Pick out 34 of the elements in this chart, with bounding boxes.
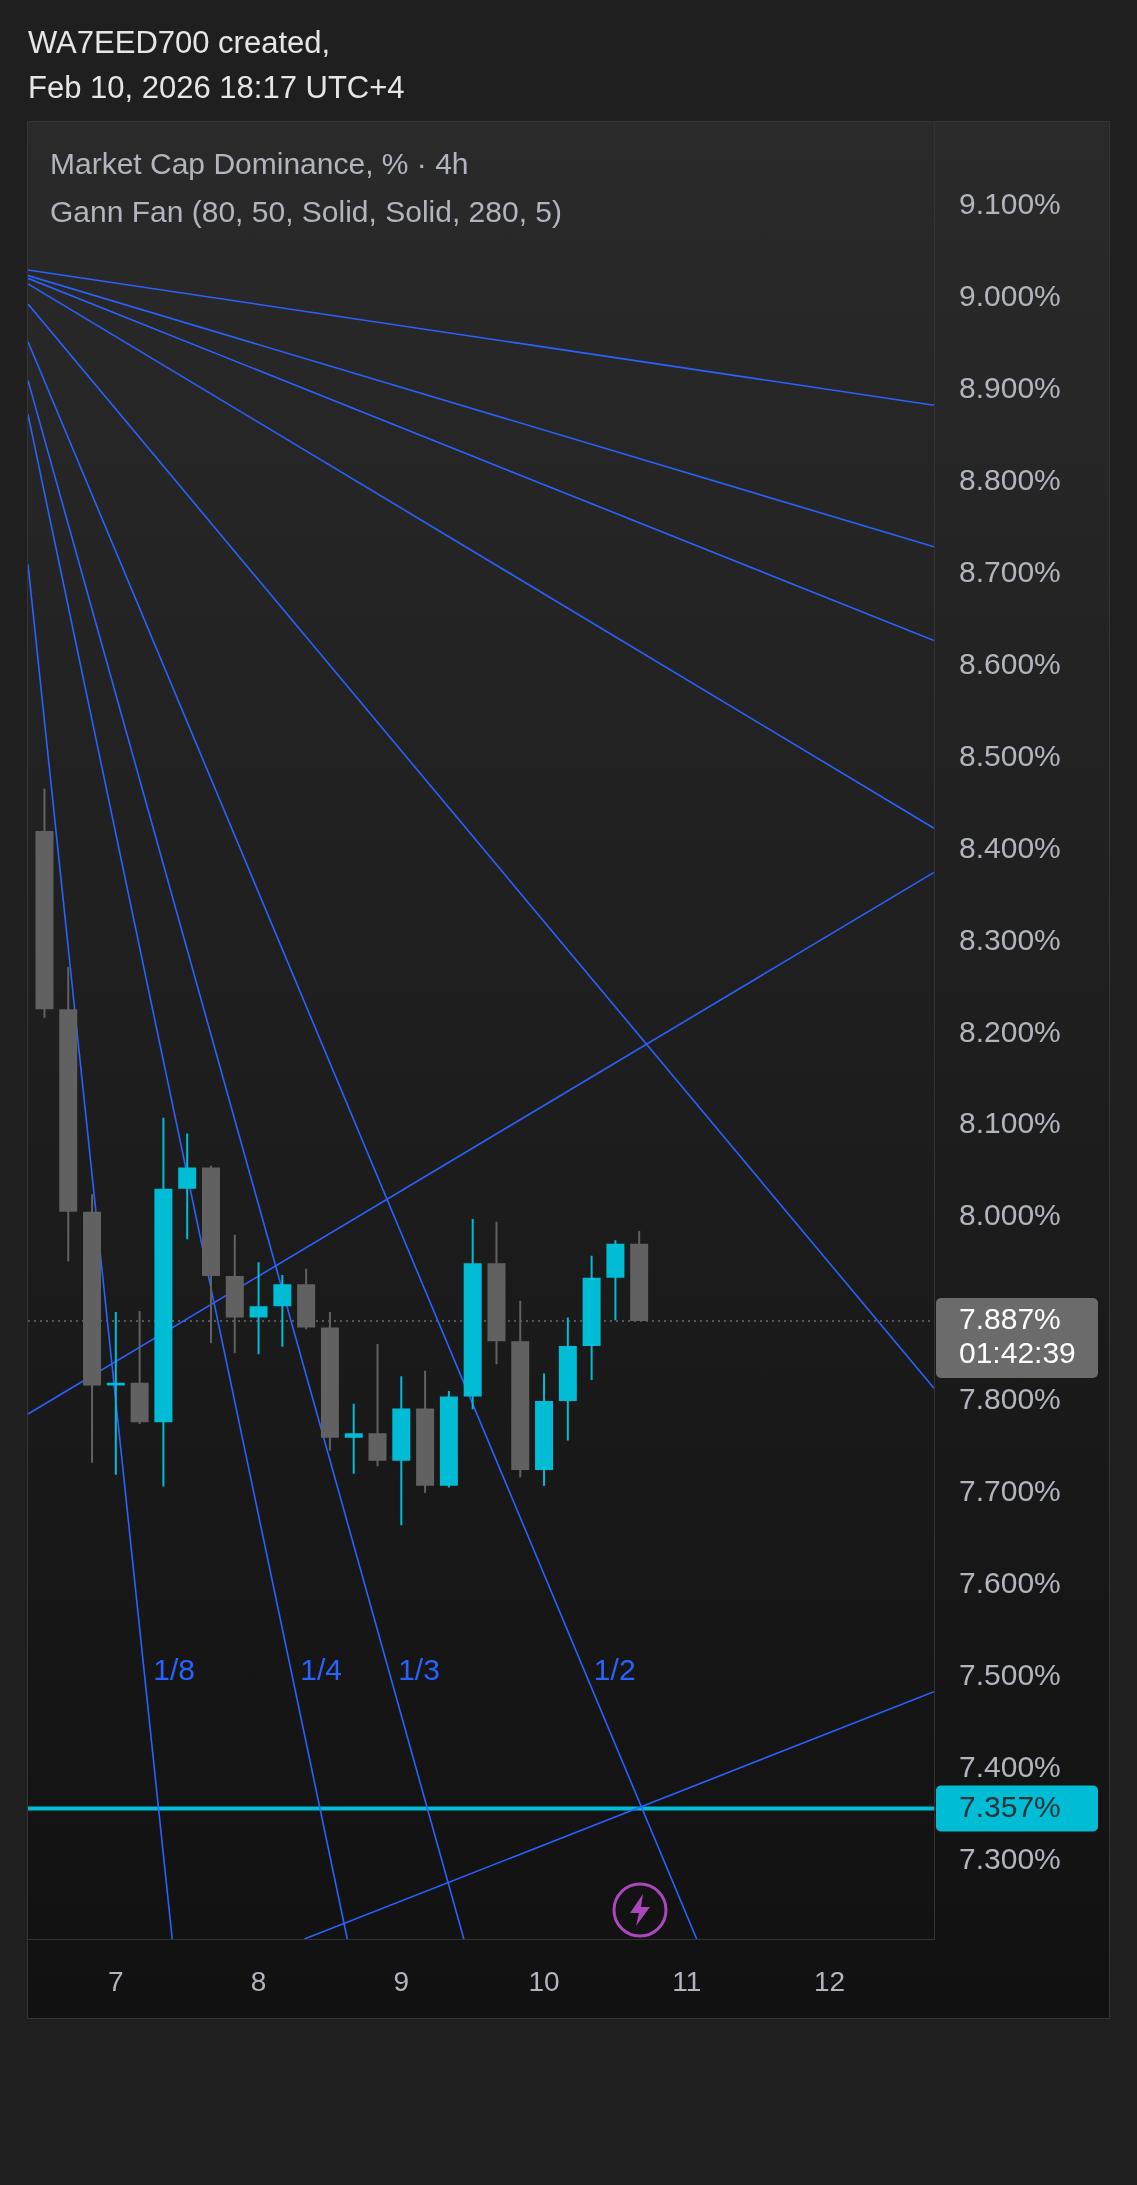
y-tick-label: 8.300%	[959, 922, 1061, 956]
y-tick-label: 7.400%	[959, 1750, 1061, 1784]
x-tick-label: 9	[393, 1965, 410, 1997]
x-tick-label: 8	[250, 1965, 267, 1997]
y-tick-label: 8.900%	[959, 370, 1061, 404]
y-tick-label: 8.800%	[959, 462, 1061, 496]
ref-line-label: 7.887% 01:42:39	[959, 1302, 1076, 1370]
y-tick-label: 7.300%	[959, 1842, 1061, 1876]
y-tick-label: 8.100%	[959, 1106, 1061, 1140]
y-tick-label: 8.200%	[959, 1014, 1061, 1048]
series-label: 1/4	[300, 1653, 343, 1687]
y-tick-label: 8.000%	[959, 1198, 1061, 1232]
x-tick-label: 12	[813, 1965, 846, 1997]
series-label: 1/3	[398, 1653, 440, 1687]
y-tick-label: 8.500%	[959, 738, 1061, 772]
y-tick-label: 9.100%	[959, 186, 1061, 220]
text: Gann Fan (80, 50, Solid, Solid, 280, 5)	[50, 194, 562, 230]
y-tick-label: 7.500%	[959, 1658, 1061, 1692]
series-label: 1/2	[593, 1653, 636, 1687]
x-tick-label: 10	[528, 1965, 560, 1997]
text: Feb 10, 2026 18:17 UTC+4	[28, 70, 405, 106]
series-label: 1/8	[153, 1653, 195, 1687]
y-tick-label: 8.600%	[959, 646, 1061, 680]
y-tick-label: 7.700%	[959, 1474, 1061, 1508]
y-tick-label: 7.800%	[959, 1382, 1061, 1416]
y-tick-label: 8.400%	[959, 830, 1061, 864]
x-tick-label: 7	[108, 1965, 124, 1997]
y-tick-label: 9.000%	[959, 278, 1061, 312]
text: Market Cap Dominance, % · 4h	[50, 146, 469, 182]
ref-line-label: 7.357%	[959, 1789, 1061, 1823]
y-tick-label: 7.600%	[959, 1566, 1061, 1600]
y-tick-label: 8.700%	[959, 554, 1061, 588]
x-tick-label: 11	[672, 1965, 702, 1997]
text: WA7EED700 created,	[28, 25, 331, 61]
